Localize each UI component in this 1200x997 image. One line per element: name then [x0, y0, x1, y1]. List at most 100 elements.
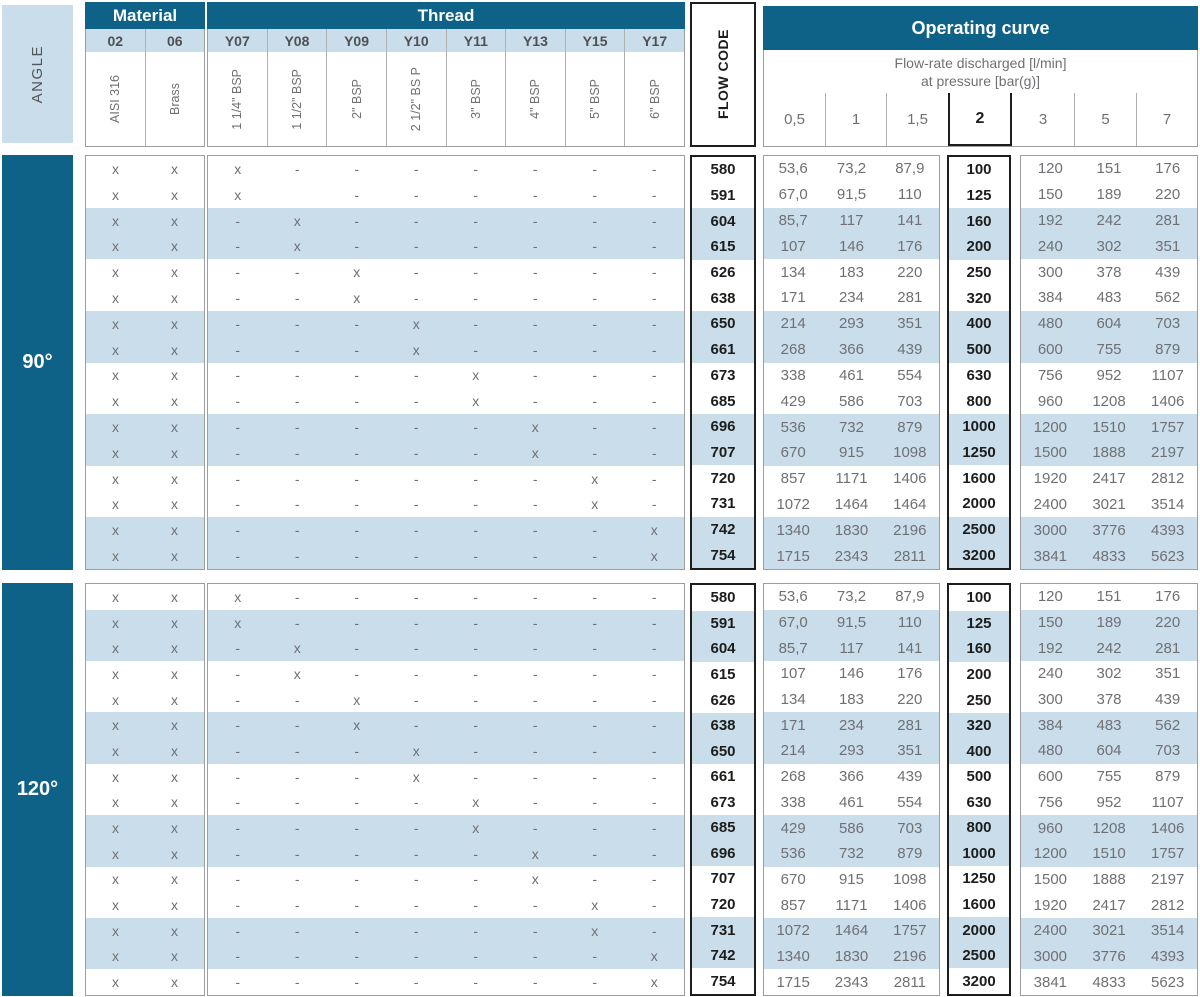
thread-label-cell: 2" BSP: [326, 52, 386, 146]
thread-flag-cell: -: [592, 820, 598, 837]
flow-code-cell: 696: [710, 844, 736, 862]
thread-label: 3" BSP: [468, 79, 483, 119]
thread-label: 6" BSP: [647, 79, 662, 119]
flow-rate-cell: 879: [1155, 768, 1181, 786]
table-row: 742: [692, 516, 754, 543]
thread-flag-cell: -: [413, 393, 419, 410]
thread-flag-cell: -: [413, 974, 419, 991]
thread-flag-cell: -: [354, 845, 360, 862]
thread-flag-cell: -: [592, 212, 598, 229]
thread-flag-cell: -: [651, 341, 657, 358]
material-header-body: 02 06 AISI 316 Brass: [85, 29, 205, 147]
table-row: ------x-: [208, 917, 684, 944]
flow-rate-cell: 960: [1037, 392, 1063, 410]
thread-flag-cell: -: [294, 289, 300, 306]
flow-rate-cell: 214: [780, 742, 806, 760]
thread-label: 4" BSP: [528, 79, 543, 119]
material-flag-cell: x: [112, 948, 119, 965]
material-flag-cell: x: [112, 897, 119, 914]
thread-flag-cell: -: [651, 160, 657, 177]
table-row: 67,0 91,5 110: [764, 182, 939, 208]
flow-code-cell: 615: [710, 238, 736, 256]
thread-flag-cell: -: [651, 315, 657, 332]
thread-flag-cell: -: [532, 393, 538, 410]
flow-rate-cell: 1830: [834, 947, 869, 965]
thread-flag-cell: -: [651, 289, 657, 306]
thread-flag-cell: -: [532, 160, 538, 177]
table-row: 150 189 220: [1021, 182, 1197, 208]
flow-rate-cell: 604: [1096, 315, 1122, 333]
table-row: 120 151 176: [1021, 156, 1197, 182]
flow-rate-cell: 338: [780, 366, 806, 384]
thread-flag-cell: -: [592, 588, 598, 605]
flow-rate-cell: 4393: [1150, 947, 1185, 965]
thread-flag-cell: -: [532, 640, 538, 657]
thread-flag-cell: -: [354, 367, 360, 384]
flow-rate-cell: 1208: [1092, 819, 1126, 837]
flow-code-cell: 731: [710, 921, 736, 939]
flow-code-column-header: FLOW CODE: [690, 2, 756, 147]
thread-flag-cell: -: [354, 160, 360, 177]
thread-flag-cell: -: [651, 820, 657, 837]
table-row: ---x----: [208, 336, 684, 363]
thread-flag-cell: -: [413, 794, 419, 811]
thread-code: Y07: [224, 32, 250, 49]
thread-flag-cell: -: [235, 845, 241, 862]
flow-rate-cell: 1171: [835, 896, 868, 914]
flow-rate-cell: 220: [1155, 186, 1181, 204]
angle-column-header-label: ANGLE: [29, 44, 46, 104]
table-row: ----x---: [208, 790, 684, 816]
flow-rate-cell: 1340: [776, 521, 810, 539]
thread-code: Y09: [326, 29, 386, 52]
flow-rate-cell: 732: [838, 845, 864, 863]
flow-rate-cell: 192: [1037, 639, 1063, 657]
thread-flag-cell: -: [294, 341, 300, 358]
flow-rate-cell: 150: [1037, 186, 1063, 204]
thread-flag-cell: -: [592, 341, 598, 358]
thread-flag-cell: -: [473, 640, 479, 657]
thread-label-cell: 3" BSP: [445, 52, 506, 146]
flow-rate-cell: 183: [838, 263, 864, 281]
thread-label-cell: 1 1/2" BSP: [266, 52, 327, 146]
thread-header-group: Thread Y07 Y08 Y09 Y10 Y11 Y13 Y15 Y17 1 1/4" B…: [207, 2, 685, 147]
thread-flag-cell: -: [413, 419, 419, 436]
table-row: 200: [949, 662, 1009, 688]
table-row: 429 586 703: [764, 815, 939, 841]
thread-flag-cell: -: [235, 289, 241, 306]
table-row: 670 915 1098: [764, 439, 939, 466]
thread-flag-cell: -: [235, 691, 241, 708]
flow-rate-cell: 171: [780, 716, 806, 734]
material-code: 02: [107, 32, 124, 49]
table-row: 685: [692, 388, 754, 414]
thread-flag-cell: -: [294, 444, 300, 461]
thread-flag-cell: -: [473, 470, 479, 487]
flow-rate-cell: 703: [1155, 315, 1181, 333]
flow-rate-2bar-cell: 630: [966, 366, 992, 384]
thread-flag-cell: -: [592, 289, 598, 306]
thread-flag-cell: -: [235, 922, 241, 939]
flow-code-cell: 720: [710, 896, 736, 914]
thread-flag-cell: -: [473, 922, 479, 939]
flow-rate-cell: 3000: [1033, 947, 1068, 965]
thread-flag-cell: -: [532, 367, 538, 384]
thread-label-cell: 4" BSP: [505, 52, 565, 146]
thread-code: Y11: [445, 29, 506, 52]
table-row: 731: [692, 917, 754, 943]
table-row: 800: [949, 388, 1009, 414]
thread-flag-cell: -: [413, 470, 419, 487]
operating-curve-subtitle-line1: Flow-rate discharged [l/min]: [894, 55, 1067, 71]
flow-rate-cell: 220: [1155, 614, 1181, 632]
table-row: 125: [949, 183, 1009, 209]
thread-label: 2 1/2" BS P: [409, 66, 424, 132]
flow-rate-cell: 1920: [1033, 896, 1068, 914]
flow-rate-2bar-cell: 1000: [962, 844, 996, 862]
material-flag-cell: x: [171, 871, 178, 888]
thread-flag-cell: -: [294, 717, 300, 734]
material-flag-cell: x: [171, 845, 178, 862]
angle-section: 90° x x x x x x x x x x x x x x x x x x x x x x x x x x x x x x x x x - - - -…: [0, 155, 1200, 570]
flow-rate-cell: 483: [1096, 716, 1122, 734]
